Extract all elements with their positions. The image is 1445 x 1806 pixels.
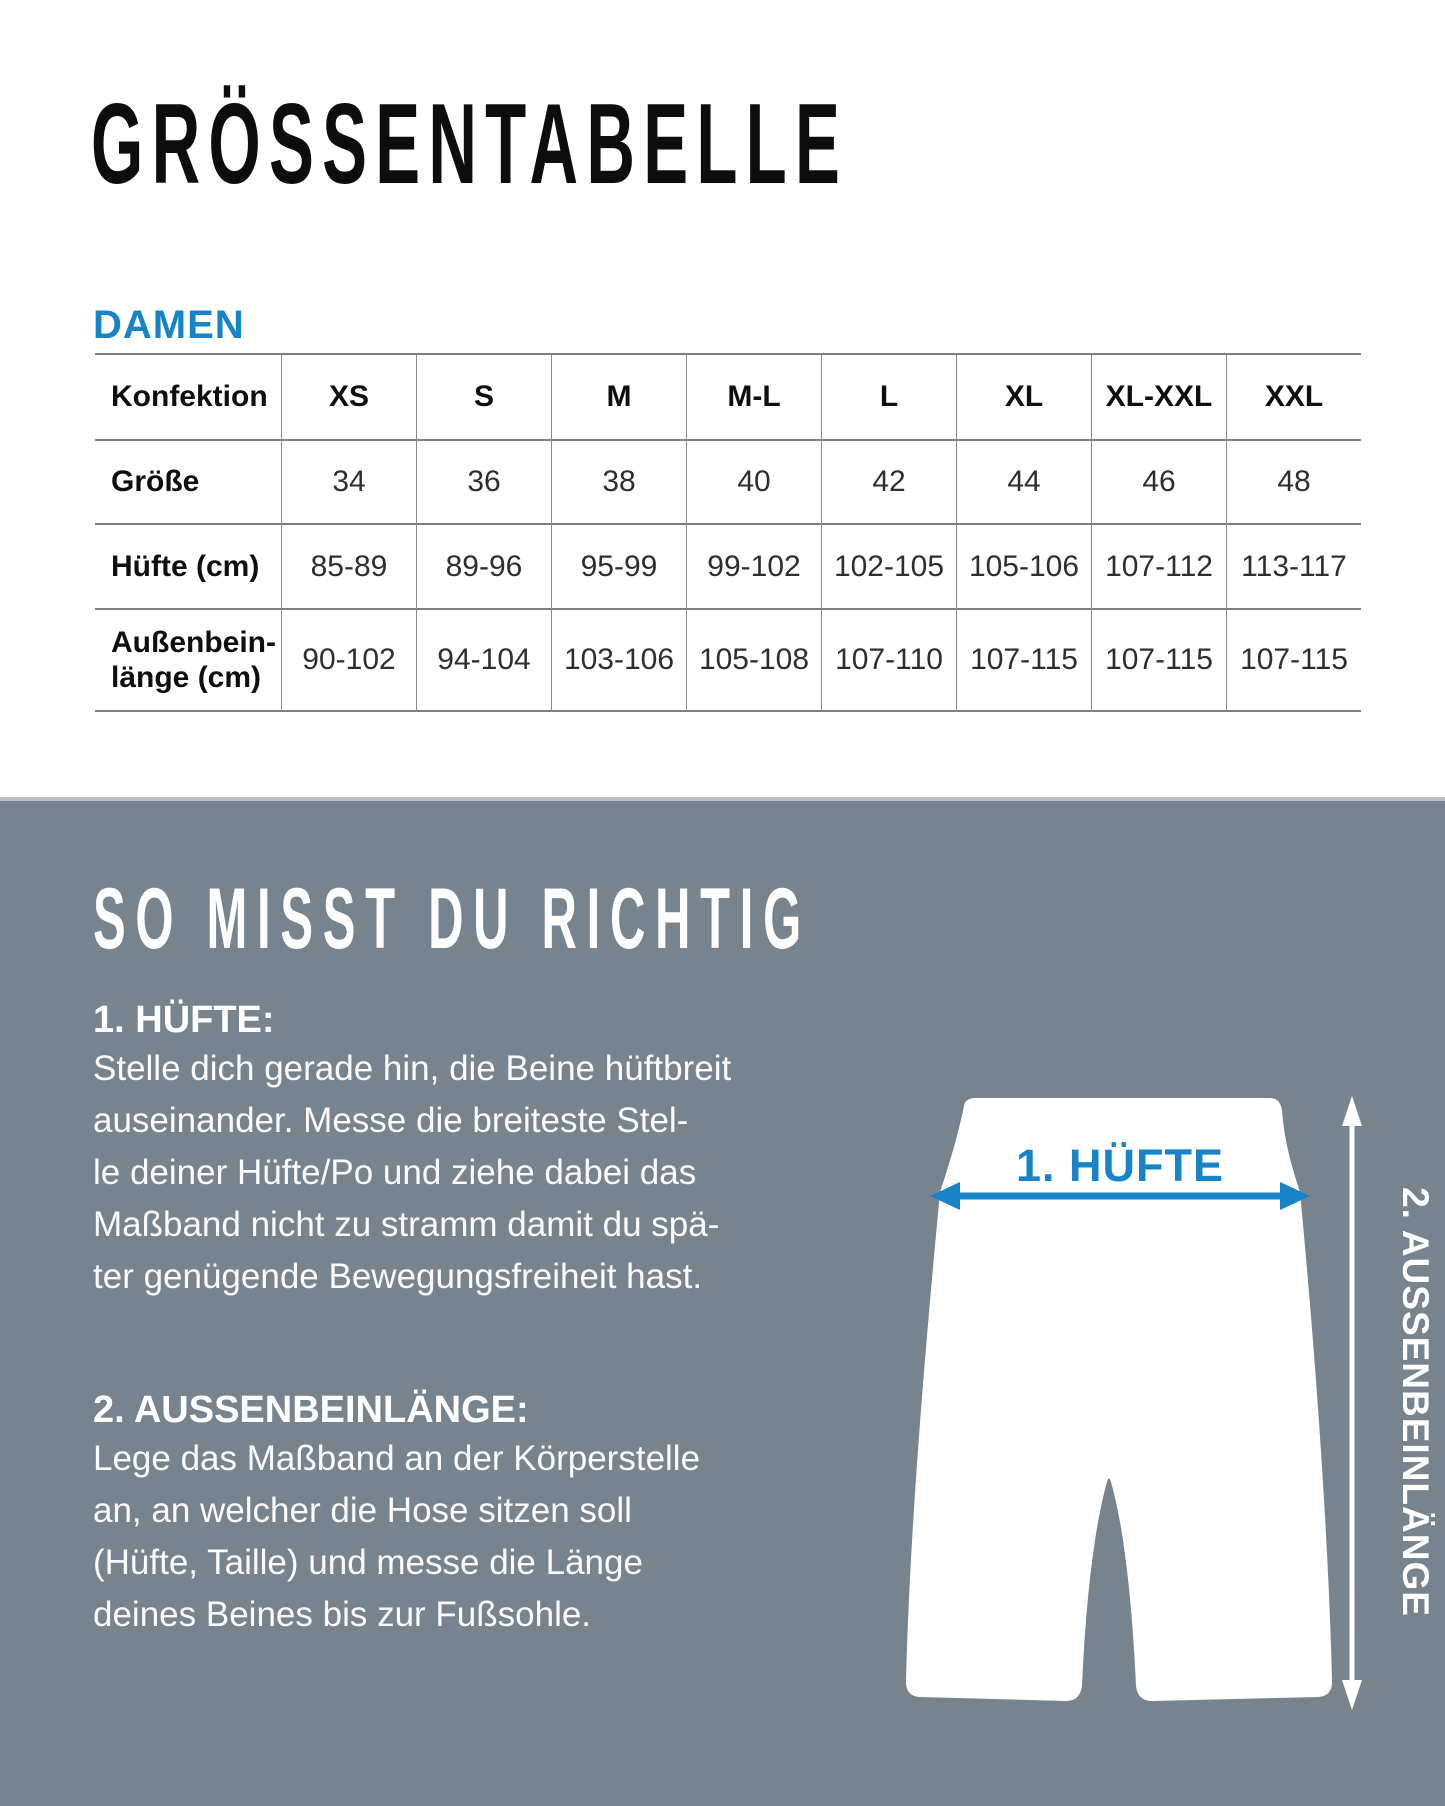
table-cell: 34 [281,441,416,525]
table-row-label: Hüfte (cm) [95,525,281,610]
table-cell: 105-108 [686,610,821,712]
table-cell: 46 [1091,441,1226,525]
size-table: Konfektion XS S M M-L L XL XL-XXL XXL Gr… [95,353,1361,712]
table-col-header: XL [956,355,1091,441]
step-heading: 2. AUSSENBEINLÄNGE: [93,1389,529,1431]
table-cell: 90-102 [281,610,416,712]
table-cell: 38 [551,441,686,525]
table-col-header: M-L [686,355,821,441]
page-title: GRÖSSENTABELLE [91,81,849,208]
step-heading: 1. HÜFTE: [93,999,275,1041]
table-cell: 107-112 [1091,525,1226,610]
table-cell: 107-115 [956,610,1091,712]
outseam-arrow-head-bottom [1342,1680,1362,1710]
table-row-label: Konfektion [95,355,281,441]
measuring-guide-section: SO MISST DU RICHTIG 1. HÜFTE: Stelle dic… [0,797,1445,1806]
step-text-line: le deiner Hüfte/Po und ziehe dabei das [93,1153,697,1192]
shorts-measure-diagram: 1. HÜFTE 2. AUSSENBEINLÄNGE [905,1096,1436,1710]
shorts-silhouette [905,1098,1333,1701]
table-col-header: L [821,355,956,441]
table-cell: 105-106 [956,525,1091,610]
table-col-header: S [416,355,551,441]
table-cell: 107-110 [821,610,956,712]
hip-arrow-head-right [1280,1182,1310,1210]
step-text-line: Stelle dich gerade hin, die Beine hüftbr… [93,1049,732,1088]
step-text-line: auseinander. Messe die breiteste Stel- [93,1101,689,1140]
guide-title: SO MISST DU RICHTIG [93,871,811,967]
step-text-line: deines Beines bis zur Fußsohle. [93,1595,592,1634]
table-cell: 40 [686,441,821,525]
table-cell: 85-89 [281,525,416,610]
guide-step-outseam: 2. AUSSENBEINLÄNGE: Lege das Maßband an … [93,1387,793,1641]
table-row-label: Größe [95,441,281,525]
guide-step-hip: 1. HÜFTE: Stelle dich gerade hin, die Be… [93,997,793,1303]
table-cell: 95-99 [551,525,686,610]
outseam-arrow-head-top [1342,1096,1362,1126]
step-text-line: ter genügende Bewegungsfreiheit hast. [93,1257,703,1296]
table-cell: 42 [821,441,956,525]
table-cell: 36 [416,441,551,525]
table-col-header: XS [281,355,416,441]
table-cell: 44 [956,441,1091,525]
hip-measure-label: 1. HÜFTE [1016,1140,1224,1191]
table-col-header: XXL [1226,355,1361,441]
section-label-damen: DAMEN [93,303,245,347]
step-text-line: Maßband nicht zu stramm damit du spä- [93,1205,720,1244]
table-row-label: Außenbein-länge (cm) [95,610,281,712]
table-col-header: M [551,355,686,441]
table-cell: 113-117 [1226,525,1361,610]
table-cell: 102-105 [821,525,956,610]
step-text-line: Lege das Maßband an der Körperstelle [93,1439,701,1478]
hip-arrow-head-left [930,1182,960,1210]
table-cell: 99-102 [686,525,821,610]
table-cell: 107-115 [1226,610,1361,712]
step-text-line: an, an welcher die Hose sitzen soll [93,1491,632,1530]
table-cell: 107-115 [1091,610,1226,712]
table-cell: 94-104 [416,610,551,712]
table-cell: 103-106 [551,610,686,712]
table-cell: 89-96 [416,525,551,610]
table-cell: 48 [1226,441,1361,525]
table-col-header: XL-XXL [1091,355,1226,441]
outseam-measure-label: 2. AUSSENBEINLÄNGE [1395,1187,1436,1617]
step-text-line: (Hüfte, Taille) und messe die Länge [93,1543,643,1582]
